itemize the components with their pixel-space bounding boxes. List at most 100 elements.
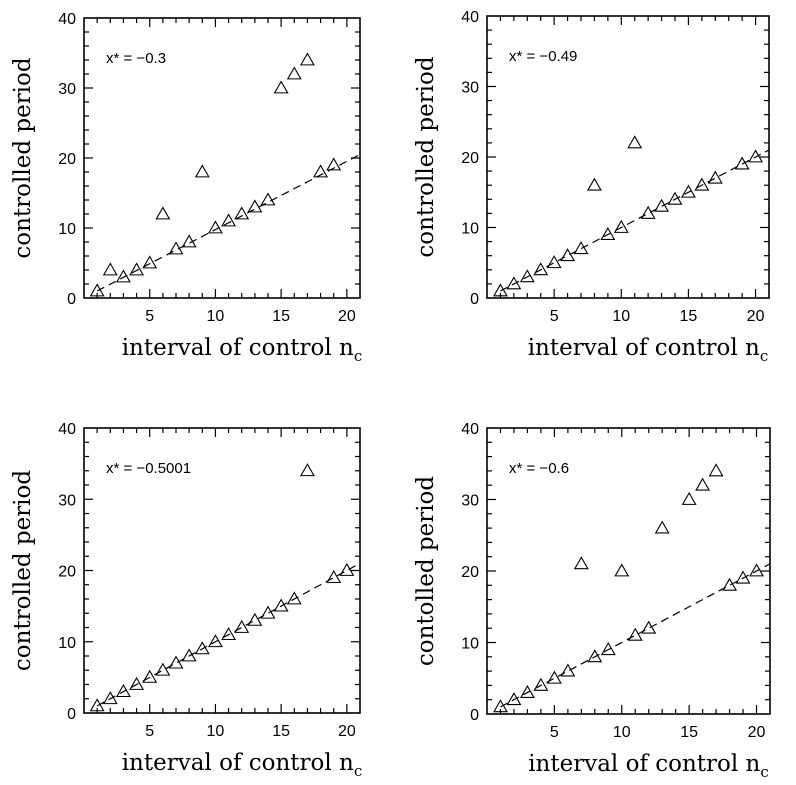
- x-tick-label: 15: [680, 724, 698, 741]
- data-point-triangle: [506, 692, 522, 706]
- data-point-triangle: [286, 66, 302, 80]
- parameter-annotation: x* = −0.49: [509, 48, 577, 65]
- data-point-triangle: [207, 634, 223, 648]
- y-tick-label: 10: [461, 221, 479, 238]
- x-tick-label: 5: [550, 308, 559, 325]
- x-tick-label: 10: [207, 308, 225, 325]
- fit-line: [96, 562, 361, 707]
- y-tick-label: 30: [58, 81, 76, 98]
- data-point-triangle: [492, 283, 508, 297]
- data-point-triangle: [194, 164, 210, 178]
- data-point-triangle: [221, 627, 237, 641]
- y-axis-title: controlled period: [10, 470, 36, 672]
- fit-line: [500, 149, 770, 292]
- data-point-triangle: [694, 177, 710, 191]
- y-tick-label: 40: [461, 9, 479, 26]
- data-point-triangle: [641, 620, 657, 634]
- data-point-triangle: [506, 276, 522, 290]
- data-point-triangle: [299, 52, 315, 66]
- data-point-triangle: [722, 577, 738, 591]
- data-point-triangle: [273, 80, 289, 94]
- data-point-triangle: [614, 563, 630, 577]
- fit-line: [96, 153, 361, 292]
- y-tick-label: 40: [58, 421, 76, 438]
- data-point-triangle: [748, 149, 764, 163]
- data-point-triangle: [695, 477, 711, 491]
- data-point-triangle: [600, 642, 616, 656]
- data-point-triangle: [667, 191, 683, 205]
- data-point-triangle: [600, 226, 616, 240]
- x-tick-label: 10: [612, 308, 630, 325]
- data-point-triangle: [142, 669, 158, 683]
- data-point-triangle: [707, 170, 723, 184]
- data-point-triangle: [207, 220, 223, 234]
- fit-line: [500, 563, 771, 708]
- data-point-triangle: [519, 684, 535, 698]
- data-point-triangle: [586, 177, 602, 191]
- data-point-triangle: [533, 262, 549, 276]
- y-tick-label: 0: [67, 706, 76, 723]
- data-point-triangle: [115, 684, 131, 698]
- data-point-triangle: [247, 199, 263, 213]
- y-tick-label: 20: [461, 150, 479, 167]
- data-point-triangle: [168, 655, 184, 669]
- data-point-triangle: [102, 691, 118, 705]
- y-axis-title: controlled period: [413, 56, 439, 258]
- y-tick-label: 30: [58, 492, 76, 509]
- x-axis-title: interval of control nc: [528, 751, 769, 781]
- data-point-triangle: [142, 255, 158, 269]
- x-tick-label: 20: [748, 724, 766, 741]
- y-axis-title: controlled period: [10, 57, 36, 259]
- data-point-triangle: [613, 219, 629, 233]
- data-point-triangle: [260, 192, 276, 206]
- data-point-triangle: [326, 157, 342, 171]
- data-point-triangle: [273, 598, 289, 612]
- data-point-triangle: [749, 563, 764, 577]
- x-axis-title: interval of control nc: [122, 335, 363, 365]
- data-point-triangle: [546, 255, 562, 269]
- data-point-triangle: [533, 677, 549, 691]
- chart-panel-2: 5 10 15 20 0 10 20 30 40 interval of control nc co…: [413, 9, 770, 365]
- y-tick-label: 20: [461, 564, 479, 581]
- data-point-triangle: [286, 591, 302, 605]
- data-point-triangle: [313, 164, 329, 178]
- data-point-triangle: [681, 491, 697, 505]
- parameter-annotation: x* = −0.5001: [106, 460, 191, 477]
- y-tick-label: 10: [58, 221, 76, 238]
- data-point-triangle: [181, 648, 197, 662]
- x-tick-label: 20: [338, 723, 356, 740]
- data-point-triangle: [299, 463, 315, 477]
- data-point-triangle: [155, 206, 171, 220]
- y-tick-label: 20: [58, 564, 76, 581]
- data-point-triangle: [640, 205, 656, 219]
- data-point-triangle: [115, 269, 131, 283]
- y-tick-label: 40: [461, 421, 479, 438]
- data-point-triangle: [587, 649, 603, 663]
- data-point-triangle: [573, 241, 589, 255]
- y-tick-label: 10: [461, 636, 479, 653]
- data-point-triangle: [680, 184, 696, 198]
- data-point-triangle: [247, 612, 263, 626]
- y-tick-label: 30: [461, 493, 479, 510]
- x-tick-label: 5: [550, 724, 559, 741]
- y-tick-label: 30: [461, 80, 479, 97]
- y-axis-title: contolled period: [413, 476, 439, 667]
- data-point-triangle: [89, 283, 105, 297]
- data-point-triangle: [181, 234, 197, 248]
- data-point-triangle: [519, 269, 535, 283]
- data-point-triangle: [560, 663, 576, 677]
- data-point-triangle: [102, 262, 118, 276]
- x-tick-label: 15: [680, 308, 698, 325]
- data-point-triangle: [129, 262, 145, 276]
- chart-panel-4: 5 10 15 20 0 10 20 30 40 interval of control nc co…: [413, 421, 771, 781]
- data-point-triangle: [627, 627, 643, 641]
- data-point-triangle: [234, 619, 250, 633]
- data-point-triangle: [168, 241, 184, 255]
- data-point-triangle: [708, 463, 724, 477]
- y-tick-label: 0: [67, 291, 76, 308]
- x-tick-label: 5: [145, 723, 154, 740]
- x-tick-label: 20: [338, 308, 356, 325]
- data-point-triangle: [627, 135, 643, 149]
- data-point-triangle: [89, 698, 105, 712]
